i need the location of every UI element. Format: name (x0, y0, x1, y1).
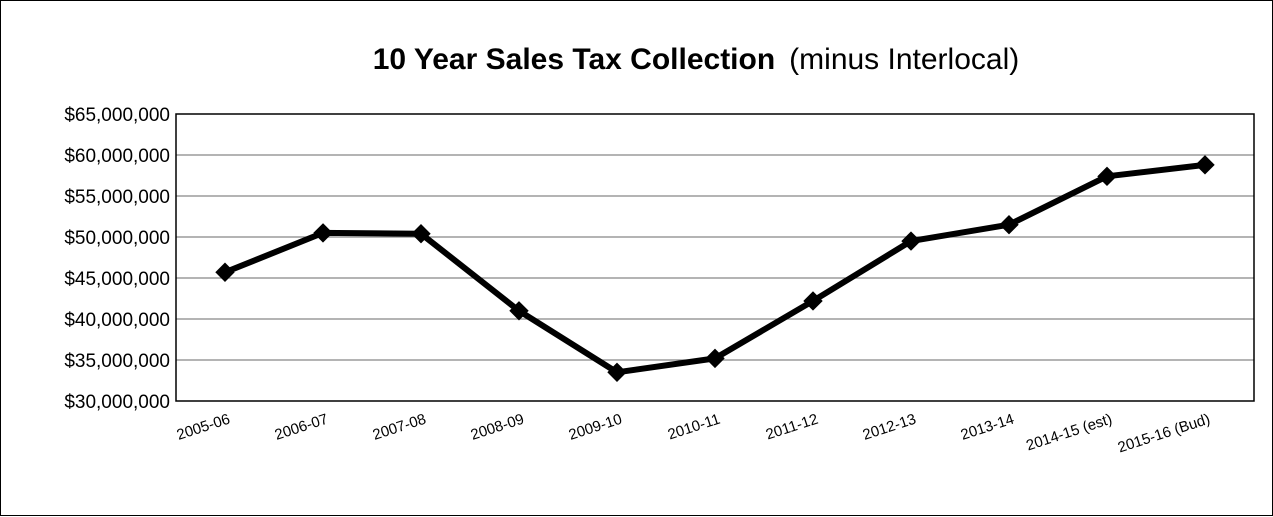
x-tick-label: 2011-12 (764, 411, 821, 444)
plot-area (175, 113, 1255, 402)
data-point-marker (705, 348, 725, 369)
data-point-marker (215, 262, 235, 282)
y-tick-label: $40,000,000 (64, 310, 170, 331)
data-point-marker (607, 362, 627, 383)
chart-title-suffix: (minus Interlocal) (789, 43, 1019, 76)
data-point-marker (313, 223, 333, 243)
x-tick-label: 2007-08 (371, 411, 429, 444)
data-point-marker (411, 224, 431, 244)
x-tick-label: 2006-07 (273, 411, 331, 444)
data-point-marker (1195, 155, 1215, 175)
series-layer (215, 155, 1215, 383)
y-tick-label: $35,000,000 (64, 351, 170, 372)
x-tick-label: 2009-10 (567, 411, 625, 444)
x-tick-label: 2005-06 (175, 411, 233, 444)
chart-title-main: 10 Year Sales Tax Collection (373, 43, 775, 76)
x-tick-label: 2014-15 (est) (1024, 411, 1114, 455)
data-point-marker (901, 231, 921, 251)
y-tick-label: $60,000,000 (64, 146, 170, 167)
x-tick-label: 2010-11 (666, 411, 723, 444)
x-axis-ticks: 2005-06 2006-07 2007-08 2008-09 2009-10 2010-… (175, 411, 1213, 457)
x-tick-label: 2008-09 (469, 411, 527, 444)
x-tick-label: 2013-14 (959, 411, 1017, 444)
x-tick-label: 2012-13 (861, 411, 919, 444)
data-point-marker (803, 291, 823, 311)
y-tick-label: $55,000,000 (64, 187, 170, 208)
chart-title: 10 Year Sales Tax Collection (minus Inte… (373, 43, 1020, 76)
y-tick-label: $65,000,000 (64, 105, 170, 126)
x-tick-label: 2015-16 (Bud) (1116, 411, 1212, 457)
data-point-marker (1097, 166, 1117, 187)
y-tick-label: $30,000,000 (64, 392, 170, 413)
y-tick-label: $45,000,000 (64, 269, 170, 290)
y-tick-label: $50,000,000 (64, 228, 170, 249)
data-point-marker (999, 214, 1019, 235)
data-point-marker (509, 301, 529, 321)
y-axis-ticks: $30,000,000 $35,000,000 $40,000,000 $45,000… (64, 105, 170, 413)
gridlines (176, 154, 1254, 361)
